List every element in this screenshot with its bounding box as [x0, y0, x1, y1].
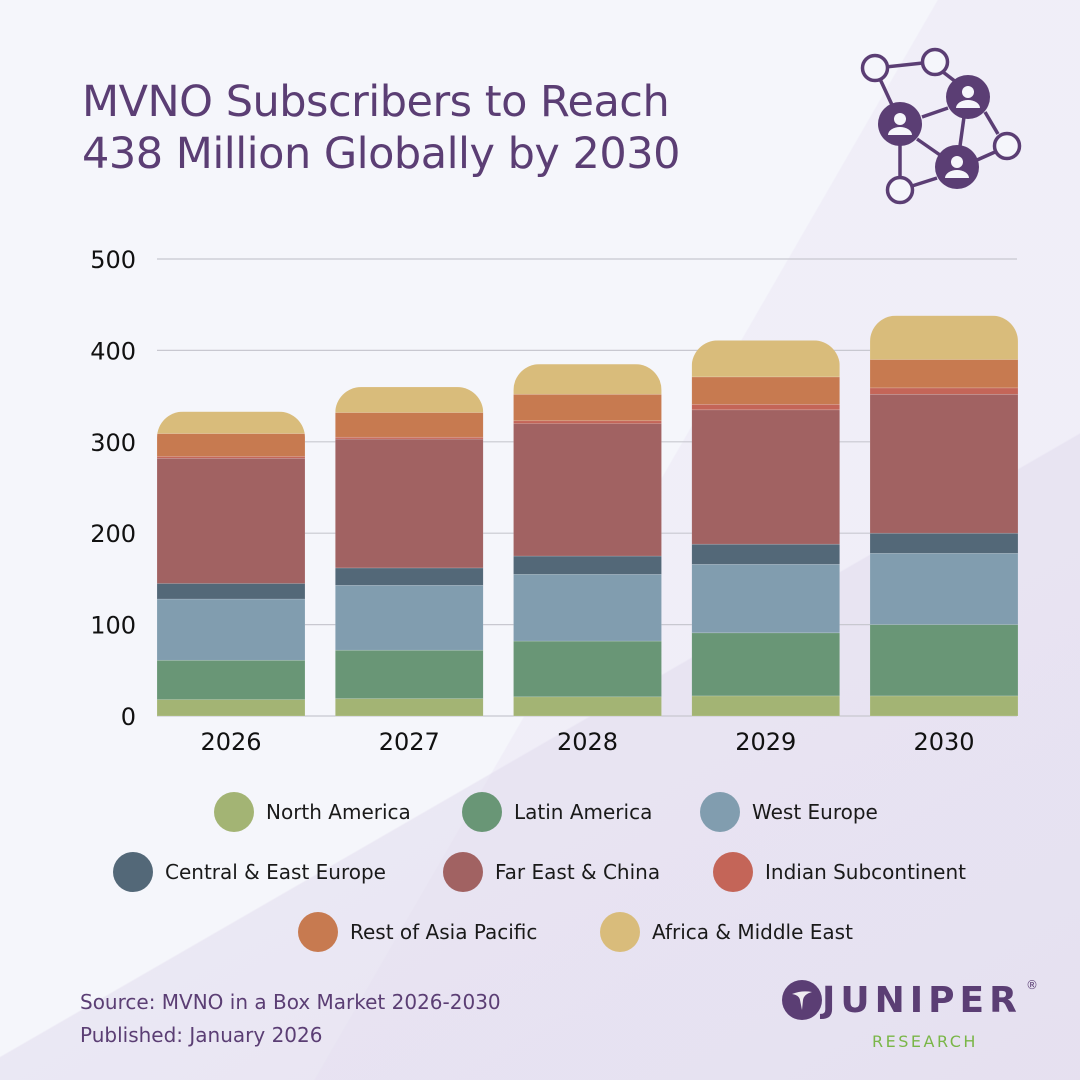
bar-segment-rest-of-asia-pacific [157, 433, 305, 457]
title-line-2: 438 Million Globally by 2030 [82, 129, 680, 179]
bar-segment-far-east-china [870, 393, 1018, 534]
y-tick-label: 200 [90, 520, 136, 548]
bar-segment-rest-of-asia-pacific [870, 359, 1018, 389]
legend-item: Latin America [462, 790, 652, 834]
legend-label: Far East & China [495, 860, 661, 884]
y-tick-label: 0 [121, 703, 136, 731]
bar-segment-west-europe [870, 553, 1018, 625]
source-note: Source: MVNO in a Box Market 2026-2030 [80, 990, 501, 1014]
bar-segment-central-east-europe [157, 583, 305, 600]
stacked-bar-chart: 0 100 200 300 400 500 2026 2027 2028 2029 2030 [90, 246, 1018, 756]
legend-item: Africa & Middle East [600, 910, 853, 954]
bar-segment-latin-america [335, 649, 484, 699]
bar-segment-latin-america [513, 640, 662, 698]
logo-wordmark: JUNIPER [822, 980, 1022, 1021]
bars [157, 315, 1018, 717]
page-title: MVNO Subscribers to Reach 438 Million Gl… [82, 76, 680, 180]
legend-label: Africa & Middle East [652, 920, 853, 944]
legend-swatch-icon [214, 792, 254, 832]
published-date: Published: January 2026 [80, 1023, 323, 1047]
y-tick-label: 500 [90, 246, 136, 274]
bar-segment-far-east-china [157, 457, 305, 584]
y-tick-label: 100 [90, 612, 136, 640]
bar-segment-central-east-europe [691, 543, 840, 565]
legend-swatch-icon [700, 792, 740, 832]
legend-swatch-icon [443, 852, 483, 892]
bar-segment-latin-america [691, 632, 840, 697]
legend-row: North America Latin America West Europe [0, 790, 1080, 834]
bar-segment-north-america [157, 699, 305, 717]
bar-segment-indian-subcontinent [513, 420, 662, 424]
network-people-icon [860, 47, 1022, 205]
bar-segment-indian-subcontinent [691, 404, 840, 411]
bar-segment-central-east-europe [513, 555, 662, 575]
bar-segment-central-east-europe [870, 532, 1018, 554]
y-axis-ticks: 0 100 200 300 400 500 [90, 246, 136, 731]
bar-stack [157, 411, 305, 717]
juniper-logo-mark-icon [782, 980, 822, 1020]
bar-segment-far-east-china [691, 409, 840, 545]
bar-segment-indian-subcontinent [870, 387, 1018, 395]
bar-segment-africa-middle-east [513, 364, 662, 395]
bar-stack [513, 364, 662, 717]
bar-segment-west-europe [335, 584, 484, 651]
legend-item: North America [214, 790, 411, 834]
bar-segment-west-europe [157, 598, 305, 661]
juniper-research-logo: JUNIPER ® RESEARCH [782, 978, 1052, 1058]
legend-label: Indian Subcontinent [765, 860, 966, 884]
x-tick-label: 2028 [557, 728, 618, 756]
bar-segment-north-america [513, 696, 662, 717]
legend-row: Central & East Europe Far East & China Ind… [0, 850, 1080, 894]
bar-segment-north-america [691, 695, 840, 717]
legend-swatch-icon [298, 912, 338, 952]
legend-row: Rest of Asia Pacific Africa & Middle East [0, 910, 1080, 954]
bar-segment-africa-middle-east [691, 340, 840, 378]
legend-swatch-icon [713, 852, 753, 892]
bar-segment-latin-america [870, 624, 1018, 697]
bar-segment-rest-of-asia-pacific [513, 393, 662, 422]
legend-label: North America [266, 800, 411, 824]
y-tick-label: 400 [90, 337, 136, 365]
bar-segment-north-america [870, 695, 1018, 717]
bar-segment-rest-of-asia-pacific [335, 412, 484, 438]
legend-label: Central & East Europe [165, 860, 386, 884]
bar-segment-africa-middle-east [335, 386, 484, 413]
bar-segment-africa-middle-east [157, 411, 305, 434]
x-tick-label: 2027 [379, 728, 440, 756]
legend-item: Central & East Europe [113, 850, 386, 894]
legend-item: Indian Subcontinent [713, 850, 966, 894]
legend-label: Rest of Asia Pacific [350, 920, 538, 944]
title-line-1: MVNO Subscribers to Reach [82, 77, 670, 127]
legend-swatch-icon [113, 852, 153, 892]
bar-segment-central-east-europe [335, 567, 484, 586]
bar-segment-far-east-china [513, 423, 662, 557]
bar-segment-far-east-china [335, 438, 484, 569]
bar-stack [691, 340, 840, 717]
legend-item: Rest of Asia Pacific [298, 910, 537, 954]
bar-segment-west-europe [691, 563, 840, 634]
bar-segment-west-europe [513, 574, 662, 642]
bar-segment-latin-america [157, 659, 305, 700]
x-tick-label: 2029 [735, 728, 796, 756]
x-tick-label: 2030 [913, 728, 974, 756]
legend-item: Far East & China [443, 850, 660, 894]
x-axis-ticks: 2026 2027 2028 2029 2030 [200, 728, 974, 756]
footer: Source: MVNO in a Box Market 2026-2030 P… [80, 986, 501, 1052]
bar-segment-africa-middle-east [870, 315, 1018, 360]
legend-label: Latin America [514, 800, 653, 824]
logo-subtitle: RESEARCH [872, 1032, 978, 1051]
y-tick-label: 300 [90, 429, 136, 457]
registered-mark: ® [1026, 978, 1038, 992]
legend-swatch-icon [600, 912, 640, 952]
bar-segment-north-america [335, 698, 484, 717]
x-tick-label: 2026 [200, 728, 261, 756]
legend-swatch-icon [462, 792, 502, 832]
legend-label: West Europe [752, 800, 878, 824]
bar-segment-rest-of-asia-pacific [691, 376, 840, 405]
bar-stack [870, 315, 1018, 717]
legend-item: West Europe [700, 790, 878, 834]
bar-stack [335, 386, 484, 717]
